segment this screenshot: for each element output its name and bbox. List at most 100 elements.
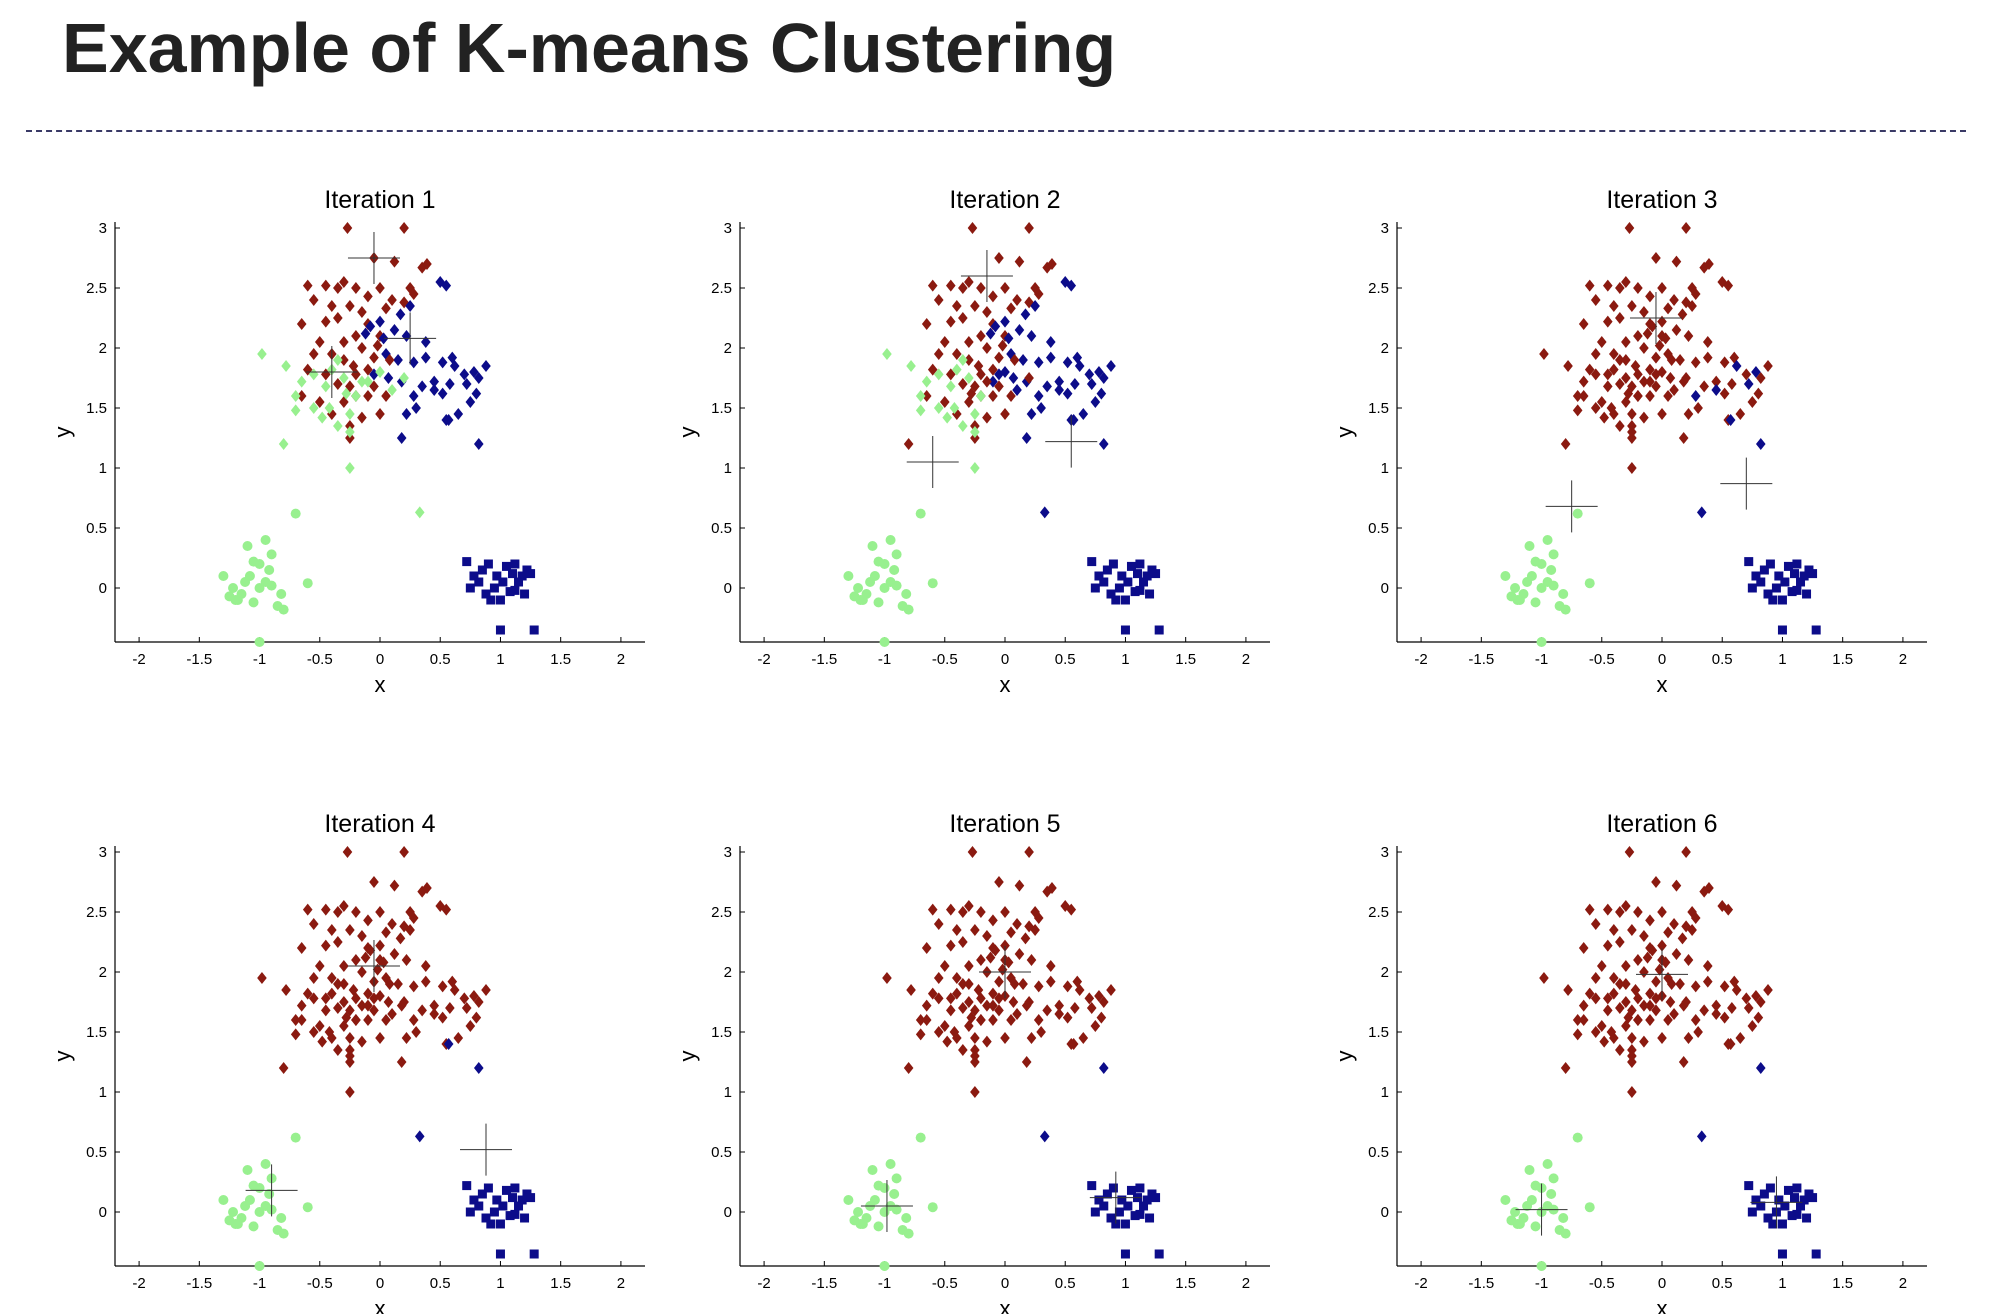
data-point [393, 978, 403, 990]
data-point [1084, 368, 1095, 381]
data-point [363, 390, 373, 402]
data-point [1506, 1215, 1517, 1226]
data-point [1014, 255, 1025, 268]
data-point [508, 1193, 517, 1203]
data-point [473, 372, 484, 384]
data-point [970, 924, 980, 936]
data-point [1683, 330, 1694, 342]
data-point [1054, 375, 1065, 388]
y-tick-label: 0.5 [711, 1144, 732, 1161]
data-point [927, 279, 938, 292]
data-point [939, 960, 950, 972]
data-point [296, 390, 307, 402]
data-point [290, 508, 301, 519]
data-point [389, 879, 400, 892]
y-axis-label: y [1332, 427, 1357, 438]
y-tick-label: 2.5 [711, 904, 732, 921]
data-point [375, 315, 385, 328]
data-point [1008, 372, 1019, 384]
data-point [465, 1207, 475, 1217]
data-point [1145, 1213, 1155, 1223]
x-tick-label: 0 [1001, 651, 1009, 668]
data-point [290, 1014, 301, 1026]
data-point [290, 1132, 301, 1143]
data-point [1066, 279, 1077, 292]
data-point [1681, 222, 1691, 234]
data-point [483, 559, 493, 569]
data-point [958, 312, 968, 324]
data-point [1602, 368, 1613, 381]
data-point [1792, 559, 1802, 569]
data-point [498, 1201, 508, 1211]
data-point [1799, 1195, 1809, 1205]
data-point [988, 375, 998, 388]
data-point [1651, 876, 1661, 888]
data-point [1087, 1181, 1097, 1191]
data-point [1024, 372, 1034, 384]
data-point [1126, 1185, 1136, 1195]
x-tick-label: -1 [878, 651, 891, 668]
data-point [933, 1026, 944, 1038]
y-axis-label: y [675, 1051, 700, 1062]
data-point [1669, 384, 1679, 396]
data-point [1590, 368, 1601, 381]
data-point [453, 1032, 464, 1044]
data-point [1042, 1004, 1052, 1017]
data-point [1783, 561, 1793, 571]
data-point [465, 1020, 476, 1032]
data-point [1747, 396, 1758, 408]
data-point [1711, 1008, 1722, 1020]
data-point [473, 996, 484, 1008]
data-point [1106, 360, 1116, 372]
data-point [1584, 279, 1595, 292]
data-point [1130, 1211, 1140, 1221]
data-point [1690, 912, 1701, 924]
data-point [1627, 924, 1637, 936]
data-point [1524, 1165, 1535, 1175]
data-point [927, 1202, 938, 1213]
data-point [1731, 360, 1742, 372]
data-point [481, 984, 491, 996]
data-point [351, 1014, 361, 1026]
centroid-marker [1515, 1183, 1568, 1236]
data-point [1627, 1032, 1637, 1044]
data-point [1009, 978, 1020, 990]
panel-title: Iteration 6 [1606, 810, 1717, 838]
data-point [1615, 978, 1625, 990]
data-point [1811, 1249, 1821, 1259]
data-point [420, 960, 431, 972]
data-point [345, 426, 355, 438]
y-tick-label: 0.5 [1368, 1144, 1389, 1161]
data-point [526, 1193, 536, 1203]
data-point [248, 597, 259, 608]
data-point [1578, 375, 1589, 388]
x-tick-label: 1 [1121, 1275, 1129, 1292]
data-point [395, 308, 406, 321]
data-point [1808, 1193, 1818, 1203]
data-point [345, 924, 355, 936]
data-point [1735, 1032, 1746, 1044]
data-point [1756, 1201, 1766, 1211]
data-point [1117, 1195, 1127, 1205]
data-point [1639, 342, 1649, 354]
data-point [952, 972, 962, 984]
data-point [481, 1213, 491, 1223]
data-point [1102, 1189, 1112, 1199]
data-point [414, 506, 425, 519]
y-tick-label: 0 [724, 580, 732, 597]
data-point [399, 996, 409, 1008]
data-point [1759, 565, 1769, 575]
y-tick-label: 3 [724, 220, 732, 237]
data-point [1602, 315, 1613, 328]
data-point [994, 1004, 1004, 1017]
data-point [1024, 846, 1034, 858]
data-point [1047, 258, 1057, 270]
data-point [1651, 351, 1661, 364]
data-point [1651, 252, 1661, 264]
data-point [1615, 1044, 1625, 1056]
centroid-marker [979, 946, 1031, 998]
data-point [945, 380, 956, 393]
data-point [1711, 999, 1722, 1012]
data-point [1699, 380, 1709, 393]
